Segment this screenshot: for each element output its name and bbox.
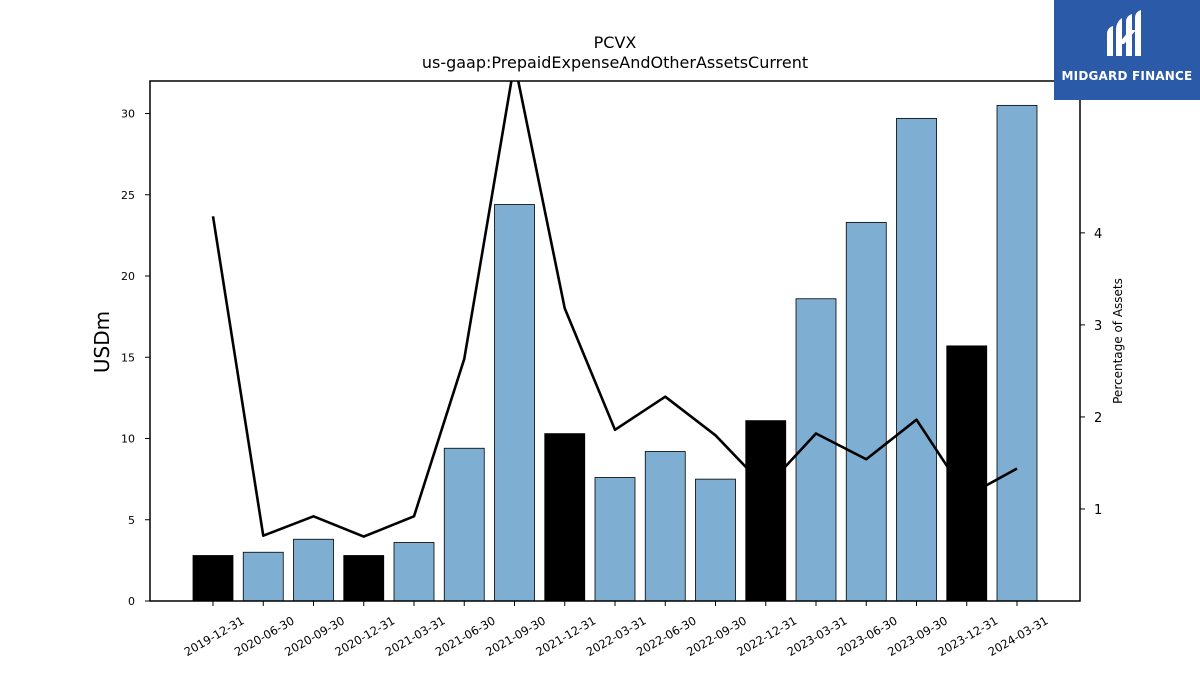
y-tick-label: 15 [121,351,135,364]
y-tick-label: 30 [121,108,135,121]
logo-text: MIDGARD FINANCE [1061,69,1193,83]
bar-2022-09-30 [695,478,736,602]
bar-2020-12-31 [343,555,385,602]
bar-2020-09-30 [293,538,334,602]
bar-2023-09-30 [896,117,937,602]
y2-tick-label: 3 [1094,319,1102,334]
y-tick-label: 20 [121,270,135,283]
bar-2023-12-31 [946,345,988,602]
percentage-line [211,81,1018,538]
y2-tick-label: 4 [1094,227,1102,242]
y2-tick-label: 1 [1094,503,1102,518]
y-tick-label: 25 [121,189,135,202]
bar-2019-12-31 [192,555,234,602]
logo-mark-icon [1107,10,1141,56]
y2-axis: 1 2 3 4 [1080,227,1102,518]
bar-2023-03-31 [795,298,837,602]
chart-title: PCVX [594,33,637,52]
bar-2021-06-30 [443,447,485,602]
line-series [211,81,1018,538]
bar-2022-06-30 [644,451,686,602]
x-axis: 2019-12-312020-06-302020-09-302020-12-31… [182,601,1051,659]
bar-2022-12-31 [745,420,787,602]
y-axis-label: USDm [90,311,114,373]
bar-2022-03-31 [594,477,636,602]
y-tick-label: 0 [128,595,135,608]
bar-2021-03-31 [393,542,435,602]
bar-series [192,104,1038,602]
bar-2023-06-30 [845,221,887,602]
y2-tick-label: 2 [1094,411,1102,426]
y2-axis-label: Percentage of Assets [1111,278,1125,404]
y-tick-label: 5 [128,514,135,527]
bar-2024-03-31 [996,104,1038,602]
chart-subtitle: us-gaap:PrepaidExpenseAndOtherAssetsCurr… [422,53,808,72]
y-tick-label: 10 [121,433,135,446]
bar-2021-09-30 [494,204,535,602]
bar-2021-12-31 [544,433,586,602]
midgard-finance-logo: MIDGARD FINANCE [1054,0,1200,100]
y-axis: 0 5 10 15 20 25 30 [121,108,150,608]
bar-2020-06-30 [242,551,284,602]
